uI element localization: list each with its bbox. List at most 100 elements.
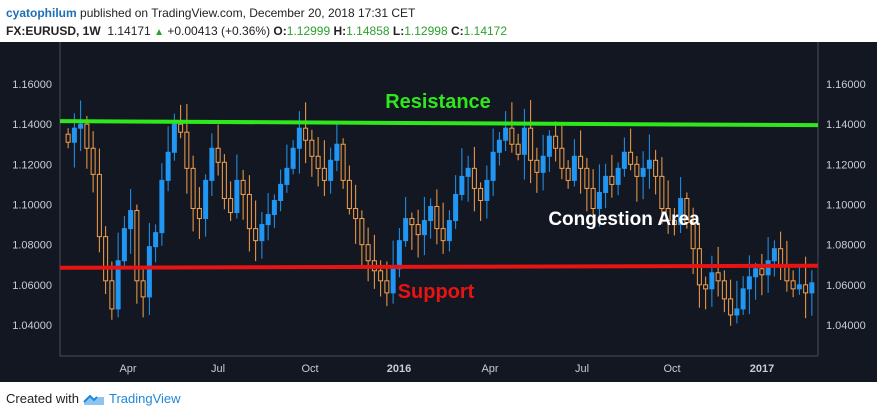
candle-body [559, 147, 565, 169]
candle-body [546, 135, 552, 157]
candle-body [428, 206, 434, 222]
candle-body [471, 167, 477, 189]
author-link[interactable]: cyatophilum [6, 6, 77, 20]
candle-body [78, 123, 84, 129]
candle-body [584, 167, 590, 189]
candle-body [690, 222, 696, 250]
candle-body [553, 135, 559, 149]
candle-body [653, 159, 659, 177]
tradingview-logo-icon [83, 394, 104, 405]
y-tick-label: 1.06000 [12, 280, 52, 292]
candle-body [353, 208, 359, 220]
candle-body [146, 246, 152, 298]
candle-body [153, 232, 159, 248]
x-tick-label: Oct [663, 363, 680, 375]
candle-body [190, 167, 196, 210]
candle-body [459, 175, 465, 195]
x-tick-label: Jul [211, 363, 225, 375]
candle-body [809, 282, 815, 294]
created-with-label: Created with [6, 391, 79, 406]
candle-body [84, 123, 90, 149]
candle-body [240, 179, 246, 195]
candle-body [453, 193, 459, 222]
candle-body [196, 208, 202, 220]
symbol-label: FX:EURUSD, 1W [6, 24, 101, 38]
candle-body [496, 139, 502, 153]
candle-body [615, 167, 621, 185]
candle-body [646, 159, 652, 169]
open-label: O: [273, 24, 287, 38]
candle-body [159, 179, 165, 234]
candle-body [784, 266, 790, 282]
y-tick-label: 1.12000 [826, 159, 866, 171]
tradingview-brand-link[interactable]: TradingView [108, 391, 181, 406]
x-tick-label: Apr [481, 363, 498, 375]
candle-body [390, 268, 396, 294]
candle-body [290, 147, 296, 169]
candle-body [728, 298, 734, 316]
resistance-line[interactable] [59, 119, 819, 128]
candle-body [328, 159, 334, 181]
candle-body [321, 167, 327, 181]
low-label: L: [392, 24, 405, 38]
candle-body [521, 127, 527, 155]
congestion-label: Congestion Area [548, 209, 700, 230]
candle-body [628, 151, 634, 165]
open-value: 1.12999 [286, 24, 331, 38]
candle-body [659, 175, 665, 210]
high-label: H: [333, 24, 347, 38]
candle-body [715, 272, 721, 282]
candle-body [465, 167, 471, 177]
y-tick-label: 1.06000 [826, 280, 866, 292]
candle-body [621, 151, 627, 169]
x-tick-label: Jul [575, 363, 589, 375]
ohlc-line: FX:EURUSD, 1W 1.14171 ▲ +0.00413 (+0.36%… [6, 22, 507, 42]
candle-body [184, 131, 190, 169]
candle-body [309, 139, 315, 157]
candle-body [721, 280, 727, 300]
candle-body [203, 179, 209, 220]
candle-body [515, 143, 521, 155]
candle-body [734, 308, 740, 316]
candle-body [303, 127, 309, 141]
y-tick-label: 1.08000 [12, 240, 52, 252]
candle-body [178, 123, 184, 133]
candle-body [746, 276, 752, 290]
candle-body [503, 127, 509, 141]
close-value: 1.14172 [463, 24, 508, 38]
y-tick-label: 1.12000 [12, 159, 52, 171]
candle-body [684, 197, 690, 224]
y-axis-right: 1.04000 1.06000 1.08000 1.10000 1.12000 1.140… [826, 79, 866, 332]
candle-body [709, 272, 715, 290]
x-tick-label: 2017 [750, 363, 774, 375]
candle-body [634, 163, 640, 177]
candle-body [215, 147, 221, 163]
candle-body [771, 248, 777, 262]
up-arrow-icon: ▲ [154, 27, 164, 38]
support-line[interactable] [59, 263, 819, 270]
candle-body [121, 228, 127, 262]
candle-body [540, 155, 546, 173]
candle-body [271, 199, 277, 216]
support-label: Support [398, 281, 475, 303]
candle-body [478, 187, 484, 201]
candle-body [346, 179, 352, 210]
candle-body [403, 218, 409, 242]
candle-body [528, 127, 534, 161]
candle-body [128, 210, 134, 230]
candle-body [296, 127, 302, 149]
candle-body [96, 173, 102, 238]
candle-body [359, 218, 365, 246]
candle-body [703, 284, 709, 290]
close-label: C: [450, 24, 464, 38]
candle-body [384, 280, 390, 294]
candle-body [409, 218, 415, 226]
candle-body [590, 187, 596, 210]
candle-body [103, 236, 109, 282]
candle-body [340, 143, 346, 181]
candle-body [421, 220, 427, 236]
publish-line: cyatophilum published on TradingView.com… [6, 4, 507, 22]
candle-body [253, 228, 259, 242]
candle-body [259, 224, 265, 242]
price-chart[interactable]: 1.04000 1.06000 1.08000 1.10000 1.12000 1.140… [0, 42, 877, 382]
